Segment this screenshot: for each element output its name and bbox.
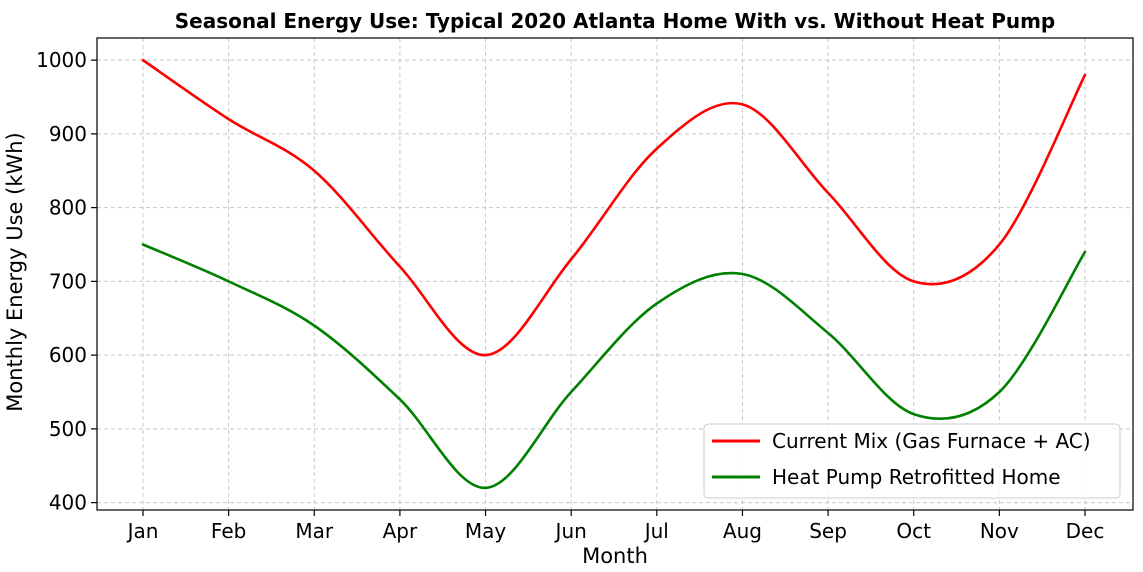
x-tick-label: Sep	[809, 519, 847, 543]
x-tick-label: Nov	[980, 519, 1019, 543]
x-tick-label: Jul	[643, 519, 669, 543]
series-lines	[141, 58, 1087, 490]
y-tick-label: 800	[49, 196, 87, 220]
y-axis-label: Monthly Energy Use (kWh)	[3, 132, 27, 411]
y-tick-label: 400	[49, 491, 87, 515]
legend-box	[703, 423, 1121, 499]
y-tick-label: 1000	[36, 48, 87, 72]
y-tick-label: 700	[49, 269, 87, 293]
x-tick-label: Jun	[554, 519, 587, 543]
legend-label-current-mix: Current Mix (Gas Furnace + AC)	[772, 429, 1091, 453]
x-tick-label: Dec	[1066, 519, 1105, 543]
legend: Current Mix (Gas Furnace + AC) Heat Pump…	[703, 423, 1121, 499]
x-tick-label: Feb	[211, 519, 246, 543]
axes: Jan Feb Mar Apr May Jun Jul Aug Sep Oct Nov Dec 400 5…	[36, 48, 1104, 543]
x-tick-label: Aug	[723, 519, 762, 543]
y-tick-label: 500	[49, 417, 87, 441]
x-tick-label: Apr	[383, 519, 418, 543]
x-tick-label: Mar	[295, 519, 334, 543]
chart-title: Seasonal Energy Use: Typical 2020 Atlant…	[175, 9, 1056, 33]
x-tick-label: May	[465, 519, 507, 543]
x-tick-label: Oct	[896, 519, 931, 543]
y-tick-label: 600	[49, 343, 87, 367]
x-tick-label: Jan	[126, 519, 159, 543]
plot-frame	[96, 37, 1134, 511]
y-tick-label: 900	[49, 122, 87, 146]
x-axis-label: Month	[582, 544, 648, 568]
series-line-current-mix	[141, 58, 1087, 357]
series-line-heat-pump	[141, 243, 1087, 490]
legend-label-heat-pump: Heat Pump Retrofitted Home	[772, 465, 1061, 489]
